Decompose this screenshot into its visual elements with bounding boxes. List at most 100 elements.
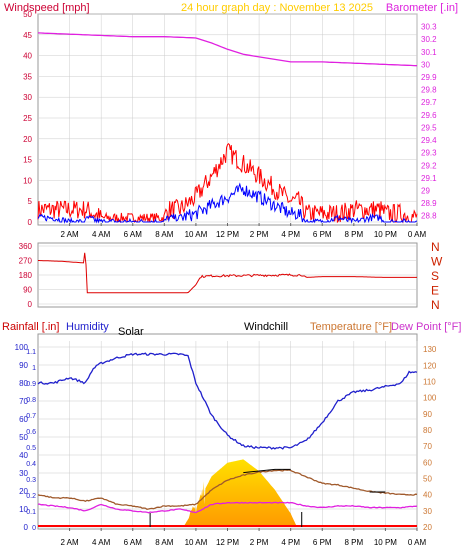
baro-tick-label: 29.2 (421, 161, 437, 170)
dir-tick-label: 360 (19, 242, 33, 251)
humidity-tick-label: 90 (19, 361, 28, 370)
x-tick-label: 6 AM (124, 230, 143, 239)
dewpoint-label: Dew Point [°F] (391, 321, 461, 333)
wind-tick-label: 15 (23, 156, 32, 165)
rain-tick-label: 0.3 (26, 477, 36, 484)
baro-tick-label: 28.8 (421, 212, 437, 221)
dewpoint-line (37, 501, 418, 514)
baro-tick-label: 29.6 (421, 111, 437, 120)
temp-tick-label: 50 (423, 474, 432, 483)
temp-tick-label: 70 (423, 442, 432, 451)
baro-tick-label: 29.1 (421, 174, 437, 183)
wind-tick-label: 45 (23, 31, 32, 40)
humidity-line (37, 352, 418, 450)
x-tick-label: 12 PM (216, 230, 239, 239)
baro-tick-label: 29.3 (421, 149, 437, 158)
compass-label: N (431, 298, 440, 312)
compass-label: S (431, 269, 439, 283)
rain-tick-label: 0.9 (26, 381, 36, 388)
rain-tick-label: 0 (32, 525, 36, 532)
temp-tick-label: 60 (423, 458, 432, 467)
x-tick-label: 2 PM (250, 538, 269, 547)
windchill-label: Windchill (244, 321, 288, 333)
x-tick-label: 8 PM (344, 538, 363, 547)
rain-tick-label: 0.5 (26, 445, 36, 452)
baro-tick-label: 29.4 (421, 136, 437, 145)
x-tick-label: 10 PM (374, 538, 397, 547)
rain-tick-label: 0.7 (26, 413, 36, 420)
humidity-tick-label: 30 (19, 469, 28, 478)
humidity-tick-label: 40 (19, 451, 28, 460)
x-tick-label: 2 AM (60, 538, 79, 547)
baro-tick-label: 30.2 (421, 35, 437, 44)
rain-tick-label: 0.4 (26, 461, 36, 468)
humidity-tick-label: 100 (15, 343, 29, 352)
x-tick-label: 10 AM (185, 538, 208, 547)
x-tick-label: 4 AM (92, 230, 111, 239)
wind-gust-line (37, 142, 418, 224)
temp-tick-label: 80 (423, 426, 432, 435)
barometer-line (37, 32, 418, 67)
compass-label: W (431, 255, 443, 269)
humidity-tick-label: 50 (19, 433, 28, 442)
rain-tick-label: 0.8 (26, 397, 36, 404)
temp-tick-label: 120 (423, 361, 437, 370)
x-tick-label: 10 AM (185, 230, 208, 239)
humidity-tick-label: 20 (19, 487, 28, 496)
x-tick-label: 6 PM (313, 230, 332, 239)
x-tick-label: 8 AM (155, 538, 174, 547)
x-tick-label: 6 PM (313, 538, 332, 547)
baro-tick-label: 28.9 (421, 199, 437, 208)
temperature-label: Temperature [°F] (310, 321, 392, 333)
baro-tick-label: 29.9 (421, 73, 437, 82)
humidity-tick-label: 10 (19, 505, 28, 514)
baro-tick-label: 30.3 (421, 23, 437, 32)
baro-tick-label: 30.1 (421, 48, 437, 57)
x-tick-label: 4 PM (281, 230, 300, 239)
humidity-tick-label: 70 (19, 397, 28, 406)
x-tick-label: 8 PM (344, 230, 363, 239)
x-tick-label: 2 PM (250, 230, 269, 239)
x-tick-label: 8 AM (155, 230, 174, 239)
windchill-line (243, 468, 291, 474)
wind-tick-label: 5 (28, 197, 33, 206)
baro-tick-label: 29.8 (421, 86, 437, 95)
rain-tick-label: 0.1 (26, 509, 36, 516)
temperature-line (37, 469, 418, 510)
rainfall-label: Rainfall [.in] (2, 321, 59, 333)
temp-tick-label: 110 (423, 377, 436, 386)
baro-tick-label: 30 (421, 60, 430, 69)
temp-tick-label: 90 (423, 410, 432, 419)
x-tick-label: 2 AM (60, 230, 79, 239)
rain-tick-label: 1.1 (26, 349, 36, 356)
baro-tick-label: 29.7 (421, 98, 437, 107)
windspeed-header: Windspeed [mph] (4, 2, 90, 14)
date-header: 24 hour graph day : November 13 2025 (181, 2, 373, 14)
humidity-tick-label: 60 (19, 415, 28, 424)
dir-tick-label: 270 (19, 257, 33, 266)
wind-tick-label: 20 (23, 135, 32, 144)
wind-tick-label: 35 (23, 72, 32, 81)
wind-tick-label: 30 (23, 93, 32, 102)
x-tick-label: 4 AM (92, 538, 111, 547)
wind-tick-label: 10 (23, 176, 32, 185)
x-tick-label: 10 PM (374, 230, 397, 239)
wind-tick-label: 40 (23, 52, 32, 61)
solar-label: Solar (118, 326, 144, 338)
solar-area (183, 459, 297, 527)
x-tick-label: 12 PM (216, 538, 239, 547)
humidity-tick-label: 0 (24, 523, 29, 532)
temp-tick-label: 20 (423, 523, 432, 532)
wind-tick-label: 25 (23, 114, 32, 123)
wind-average-line (37, 182, 418, 224)
x-tick-label: 0 AM (408, 538, 427, 547)
dir-tick-label: 90 (23, 286, 32, 295)
x-tick-label: 0 AM (408, 230, 427, 239)
humidity-label: Humidity (66, 321, 109, 333)
rain-tick-label: 0.2 (26, 493, 36, 500)
dir-tick-label: 180 (19, 271, 33, 280)
x-tick-label: 4 PM (281, 538, 300, 547)
x-tick-label: 6 AM (124, 538, 143, 547)
humidity-tick-label: 80 (19, 379, 28, 388)
